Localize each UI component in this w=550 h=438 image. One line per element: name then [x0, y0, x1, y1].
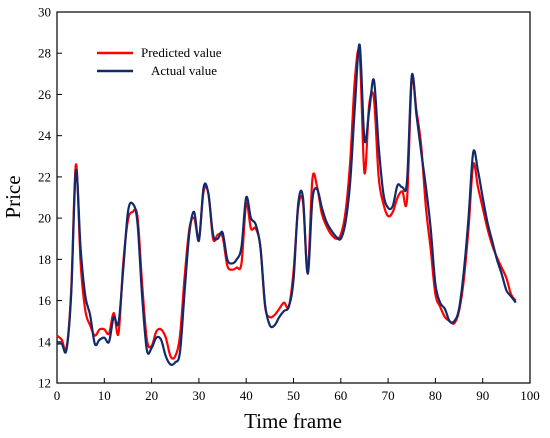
x-tick-label: 50: [287, 388, 300, 403]
x-tick-label: 80: [429, 388, 442, 403]
y-tick-label: 26: [38, 87, 52, 102]
x-tick-label: 20: [145, 388, 158, 403]
x-tick-label: 40: [240, 388, 253, 403]
x-tick-label: 10: [98, 388, 111, 403]
y-tick-label: 14: [38, 334, 52, 349]
x-tick-label: 70: [382, 388, 395, 403]
legend: Predicted value Actual value: [97, 45, 222, 78]
legend-label-predicted: Predicted value: [141, 45, 222, 60]
x-axis-title: Time frame: [244, 409, 342, 433]
x-tick-label: 100: [520, 388, 540, 403]
axis-ticks: 0 10 20 30 40 50 60 70 80 90 100 12 14 16 18 20 22 24 26 28…: [38, 5, 540, 404]
y-tick-label: 16: [38, 293, 52, 308]
y-tick-label: 30: [38, 5, 51, 20]
x-tick-label: 90: [476, 388, 489, 403]
x-tick-label: 60: [334, 388, 347, 403]
legend-label-actual: Actual value: [151, 63, 217, 78]
series-layer: [56, 43, 517, 366]
plot-frame: [56, 11, 531, 384]
y-tick-label: 12: [38, 376, 51, 391]
y-tick-label: 20: [38, 211, 51, 226]
y-tick-label: 22: [38, 169, 51, 184]
x-tick-label: 30: [192, 388, 205, 403]
y-tick-label: 18: [38, 252, 51, 267]
y-tick-label: 28: [38, 46, 51, 61]
y-axis-title: Price: [1, 175, 25, 218]
y-tick-label: 24: [38, 128, 52, 143]
actual-value-line: [56, 43, 517, 366]
x-tick-label: 0: [54, 388, 61, 403]
